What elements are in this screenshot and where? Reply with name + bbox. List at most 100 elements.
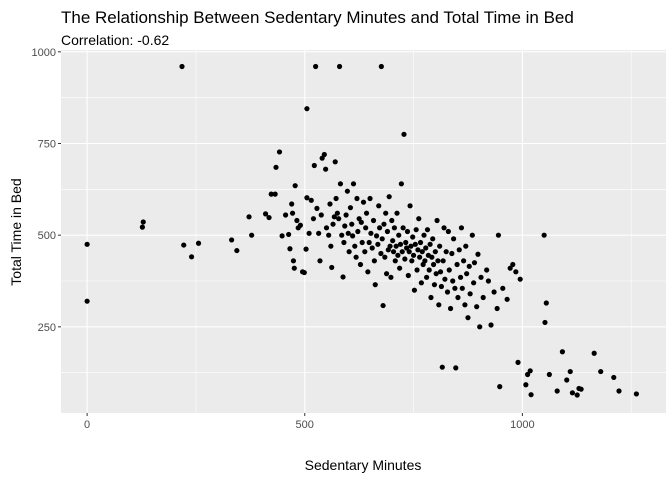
data-point [515,359,521,365]
data-point [328,243,334,249]
data-point [450,278,456,284]
data-point [279,233,285,239]
y-tick-label: 250 [38,322,56,334]
data-point [524,371,531,378]
data-point [485,278,492,284]
data-point [414,267,420,273]
data-point [229,237,235,243]
data-point [507,265,513,271]
plot-panel [61,50,666,413]
data-point [84,241,90,247]
data-point [402,256,408,262]
data-point [442,276,448,282]
data-point [360,199,367,205]
data-point [327,201,333,207]
data-point [394,210,400,216]
data-point [405,272,411,279]
data-point [266,214,272,221]
data-point [446,267,452,273]
data-point [410,252,417,258]
data-point [376,203,382,209]
y-tick-label: 500 [38,230,56,242]
data-point [424,227,431,233]
data-point [523,382,529,388]
data-point [459,285,465,291]
data-point [418,280,424,286]
data-point [310,216,317,222]
data-point [417,254,423,260]
data-point [262,211,269,217]
data-point [357,261,364,268]
data-point [419,249,425,255]
data-point [542,319,548,326]
data-point [304,195,310,201]
data-point [455,294,461,301]
data-point [427,241,433,247]
data-point [377,225,383,231]
data-point [336,216,342,222]
data-point [392,258,398,264]
data-point [308,197,314,203]
data-point [434,217,440,224]
data-point [387,243,393,249]
data-point [342,223,348,229]
data-point [272,191,278,197]
data-point [340,274,346,280]
data-point [464,271,470,277]
data-point [362,249,368,255]
data-point [268,191,274,197]
data-point [379,236,385,242]
data-point [303,246,309,252]
data-point [443,249,449,255]
data-point [352,243,358,249]
data-point [616,388,622,394]
data-point [292,183,298,189]
data-point [381,221,387,227]
data-point [249,232,255,238]
data-point [574,392,580,398]
data-point [367,195,373,202]
data-point [323,225,330,231]
data-point [407,203,413,209]
data-point [391,225,398,231]
data-point [290,258,297,264]
data-point [358,219,364,225]
data-point [317,258,323,264]
data-point [528,392,534,398]
data-point [494,305,500,312]
data-point [353,254,359,260]
data-point [456,247,462,253]
data-point [331,214,337,220]
data-point [355,228,361,235]
data-point [395,252,401,258]
data-point [350,181,357,187]
data-point [389,217,395,224]
data-point [439,364,445,370]
data-point [450,236,457,242]
data-point [474,304,480,310]
data-point [397,241,404,247]
data-point [433,271,439,277]
data-point [463,243,469,249]
data-point [188,254,195,260]
data-point [408,243,414,249]
data-point [390,238,396,244]
data-point [480,294,486,301]
data-point [372,282,378,288]
data-point [484,267,490,273]
data-point [363,210,370,216]
data-point [354,195,360,202]
data-point [413,227,419,233]
data-point [139,224,145,230]
data-point [371,258,377,264]
data-point [289,210,296,216]
data-point [345,230,351,236]
y-tick-label: 750 [38,139,56,151]
data-point [179,63,185,70]
data-point [311,162,317,169]
data-point [339,232,345,238]
data-point [591,350,597,356]
data-point [567,368,573,375]
data-point [337,181,344,187]
